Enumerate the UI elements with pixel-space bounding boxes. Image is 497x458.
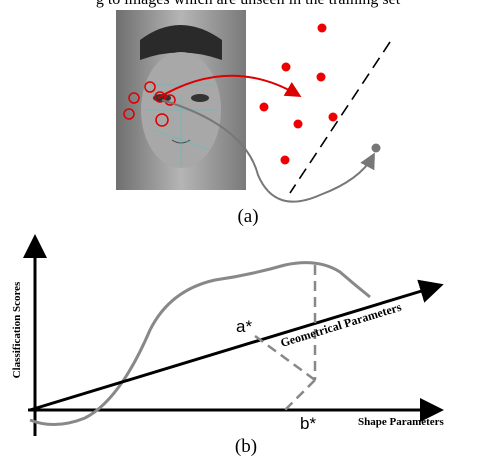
- y-axis-label: Classification Scores: [11, 281, 23, 378]
- separator: [290, 42, 390, 193]
- panel-label: (a): [237, 206, 258, 227]
- score-curve: [30, 263, 370, 425]
- point-b: b*: [300, 414, 316, 433]
- red-points: [260, 24, 338, 165]
- panel-label: (b): [235, 436, 257, 457]
- diagonal-axis: [30, 286, 438, 410]
- caption-top: g to images which are unseen in the trai…: [96, 0, 401, 8]
- figure: g to images which are unseen in the trai…: [0, 0, 497, 458]
- point-a: a*: [236, 317, 252, 336]
- gray-point: [372, 144, 381, 153]
- diagonal-axis-label: Geometrical Parameters: [279, 300, 404, 350]
- x-axis-label: Shape Parameters: [358, 416, 445, 428]
- face-image: [116, 10, 246, 190]
